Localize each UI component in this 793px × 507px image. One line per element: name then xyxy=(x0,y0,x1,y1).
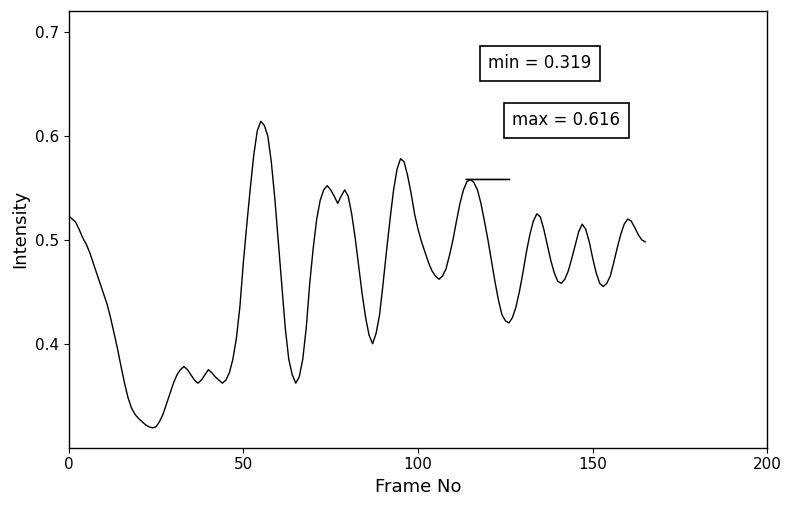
Text: max = 0.616: max = 0.616 xyxy=(512,111,620,129)
Y-axis label: Intensity: Intensity xyxy=(11,190,29,269)
X-axis label: Frame No: Frame No xyxy=(375,478,462,496)
Text: min = 0.319: min = 0.319 xyxy=(488,54,591,73)
